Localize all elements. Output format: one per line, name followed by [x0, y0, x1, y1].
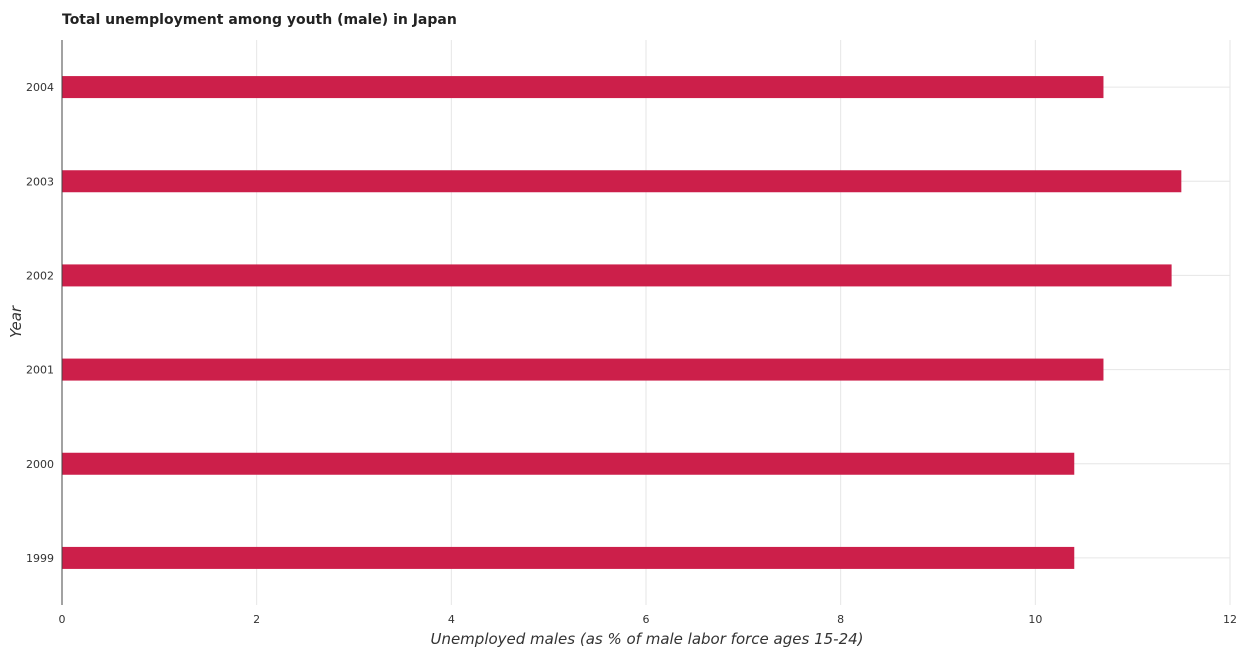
- x-tick-label: 6: [643, 613, 650, 626]
- y-tick-label: 1999: [26, 552, 54, 565]
- x-tick-label: 0: [59, 613, 66, 626]
- x-tick-label: 10: [1028, 613, 1042, 626]
- y-tick-label: 2000: [26, 458, 54, 471]
- y-tick-label: 2004: [26, 81, 54, 94]
- bar-2003: [62, 170, 1182, 193]
- y-tick-label: 2001: [26, 364, 54, 377]
- x-axis-label: Unemployed males (as % of male labor for…: [430, 630, 863, 648]
- x-tick-label: 8: [837, 613, 844, 626]
- y-tick-label: 2003: [26, 175, 54, 188]
- chart-title: Total unemployment among youth (male) in…: [62, 12, 457, 28]
- y-axis-ticks: 1999 2000 2001 2002 2003 2004: [26, 81, 54, 565]
- bars: [62, 76, 1182, 569]
- y-axis-label: Year: [7, 305, 25, 338]
- bar-2001: [62, 358, 1104, 381]
- x-tick-label: 12: [1223, 613, 1237, 626]
- grid: [61, 40, 1231, 605]
- bar-1999: [62, 546, 1075, 569]
- y-tick-label: 2002: [26, 269, 54, 282]
- bar-2002: [62, 264, 1172, 287]
- bar-2000: [62, 452, 1075, 475]
- bar-2004: [62, 76, 1104, 99]
- x-axis-ticks: 0 2 4 6 8 10 12: [59, 613, 1237, 626]
- x-tick-label: 2: [253, 613, 260, 626]
- x-tick-label: 4: [448, 613, 455, 626]
